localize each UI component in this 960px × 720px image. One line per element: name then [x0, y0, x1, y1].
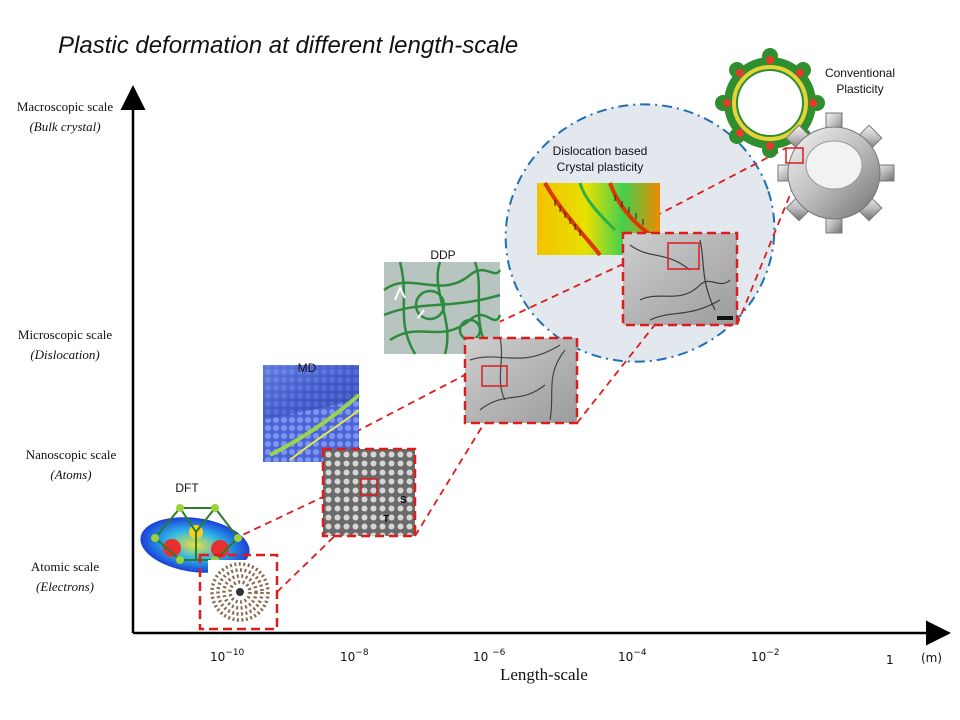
conventional-plasticity-label: Conventional Plasticity [810, 65, 910, 97]
x-tick-base: 10 [473, 650, 493, 664]
zoom-frame-hrtem [321, 447, 417, 538]
x-unit: (m) [921, 651, 943, 665]
label-line: Plasticity [836, 82, 884, 96]
y-label-main: Atomic scale [30, 559, 100, 574]
x-tick-exp: −2 [766, 648, 780, 658]
crystal-plasticity-label: Dislocation based Crystal plasticity [535, 143, 665, 175]
x-tick: 10−2 [751, 648, 780, 664]
zoom-marker [481, 365, 508, 387]
zoom-frame-tem [463, 336, 579, 425]
zoom-marker [360, 478, 378, 496]
x-tick-base: 10 [210, 650, 226, 664]
y-label-main: Nanoscopic scale [25, 447, 117, 462]
dft-image [140, 504, 250, 573]
zoom-marker [667, 242, 700, 270]
x-axis-label: Length-scale [500, 665, 588, 684]
x-tick: 10−8 [340, 648, 369, 664]
label-line: Dislocation based [552, 144, 648, 158]
x-tick: 10 −6 [473, 648, 505, 664]
y-label-sub: (Atoms) [50, 467, 92, 482]
x-tick: 10−10 [210, 648, 244, 664]
x-tick-exp: −10 [225, 648, 245, 658]
x-tick: 10−4 [618, 648, 647, 664]
md-image [263, 365, 361, 462]
zoom-frame-atomic [198, 553, 279, 631]
x-tick-base: 10 [751, 650, 767, 664]
x-tick-base: 1 [886, 653, 894, 667]
zoom-line [576, 268, 700, 424]
svg-text:T: T [383, 514, 389, 525]
y-label-macroscopic: Macroscopic scale (Bulk crystal) [6, 97, 124, 137]
y-label-microscopic: Microscopic scale (Dislocation) [6, 325, 124, 365]
x-tick: 1 [886, 651, 894, 667]
zoom-frame-tem-micro [621, 231, 739, 327]
atomic-shell-image [208, 560, 272, 624]
x-tick-exp: −6 [492, 648, 506, 658]
fem-gear-image [715, 48, 825, 158]
y-label-sub: (Dislocation) [30, 347, 100, 362]
x-tick-exp: −8 [355, 648, 369, 658]
dft-label: DFT [175, 481, 199, 495]
x-tick-exp: −4 [633, 648, 647, 658]
tem-dislocation-image [465, 337, 577, 423]
y-label-atomic: Atomic scale (Electrons) [6, 557, 124, 597]
md-label: MD [297, 361, 317, 375]
label-line: Conventional [824, 66, 896, 80]
hrtem-image: S T [323, 449, 415, 536]
y-label-main: Microscopic scale [17, 327, 113, 342]
x-tick-base: 10 [618, 650, 634, 664]
tem-microstructure-image [623, 233, 737, 325]
y-label-nanoscopic: Nanoscopic scale (Atoms) [6, 445, 136, 485]
steel-gear-image [777, 112, 895, 234]
y-label-sub: (Electrons) [36, 579, 94, 594]
svg-text:S: S [400, 495, 407, 506]
label-line: Crystal plasticity [556, 160, 644, 174]
x-tick-base: 10 [340, 650, 356, 664]
page-title: Plastic deformation at different length-… [58, 32, 519, 59]
ddp-label: DDP [430, 248, 456, 262]
y-label-sub: (Bulk crystal) [29, 119, 101, 134]
y-label-main: Macroscopic scale [16, 99, 114, 114]
zoom-marker [785, 147, 804, 164]
